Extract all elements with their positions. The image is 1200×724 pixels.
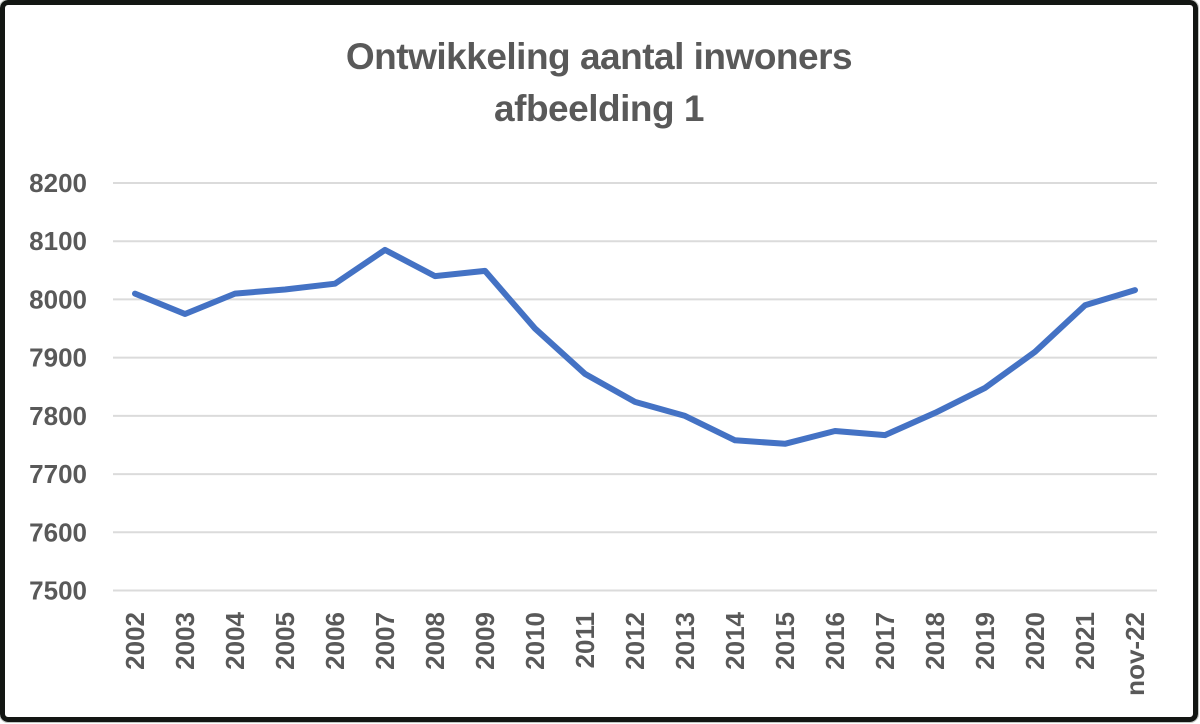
x-tick-label: 2002: [120, 612, 150, 670]
x-tick-label: 2007: [370, 612, 400, 670]
x-tick-label: 2009: [470, 612, 500, 670]
x-tick-label: 2015: [770, 612, 800, 670]
y-tick-label: 7500: [29, 576, 87, 606]
chart-title-line2: afbeelding 1: [494, 88, 704, 129]
x-tick-label: 2019: [970, 612, 1000, 670]
x-tick-label: 2017: [870, 612, 900, 670]
y-axis-labels: 8200 8100 8000 7900 7800 7700 7600 7500: [29, 168, 87, 606]
x-tick-label: 2010: [520, 612, 550, 670]
x-tick-label: 2020: [1020, 612, 1050, 670]
x-tick-label: 2011: [570, 612, 600, 668]
y-tick-label: 8000: [29, 284, 87, 314]
gridlines: [113, 182, 1157, 592]
x-tick-label: 2016: [820, 612, 850, 670]
x-tick-label: 2014: [720, 611, 750, 669]
x-tick-label: 2003: [170, 612, 200, 670]
x-tick-label: 2021: [1070, 612, 1100, 670]
chart-title-line1: Ontwikkeling aantal inwoners: [345, 36, 853, 77]
y-tick-label: 7700: [29, 459, 87, 489]
x-tick-label: 2006: [320, 612, 350, 670]
x-tick-label: nov-22: [1120, 612, 1150, 696]
x-tick-label: 2013: [670, 612, 700, 670]
data-series: [132, 246, 1138, 447]
y-tick-label: 7600: [29, 517, 87, 547]
x-tick-label: 2012: [620, 612, 650, 670]
chart-title: Ontwikkeling aantal inwoners afbeelding …: [5, 31, 1193, 135]
x-tick-label: 2018: [920, 612, 950, 670]
series-line-inwoners: [132, 246, 1138, 447]
x-tick-label: 2005: [270, 612, 300, 670]
x-tick-label: 2008: [420, 612, 450, 670]
y-tick-label: 7800: [29, 401, 87, 431]
y-tick-label: 7900: [29, 343, 87, 373]
x-axis-labels: 2002 2003 2004 2005 2006 2007 2008 2009 2010 2011…: [120, 611, 1150, 695]
y-tick-label: 8100: [29, 226, 87, 256]
x-tick-label: 2004: [220, 611, 250, 669]
y-tick-label: 8200: [29, 168, 87, 198]
